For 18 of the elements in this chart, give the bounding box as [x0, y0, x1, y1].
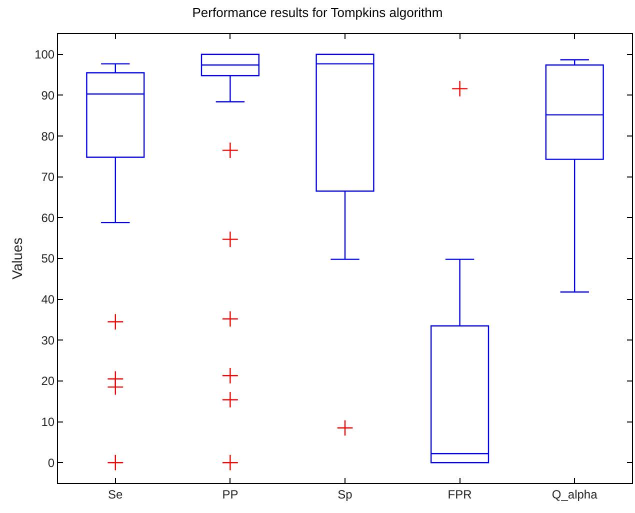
chart-title: Performance results for Tompkins algorithm — [192, 4, 443, 20]
y-tick-label: 70 — [41, 170, 55, 184]
x-tick-label: Q_alpha — [552, 487, 598, 502]
x-tick-label: PP — [222, 487, 238, 502]
y-tick-label: 50 — [41, 252, 55, 266]
y-tick-label: 10 — [41, 414, 55, 429]
x-tick-label: FPR — [448, 487, 472, 502]
y-tick-label: 20 — [41, 374, 55, 388]
y-tick-label: 80 — [41, 129, 55, 144]
y-tick-label: 30 — [41, 333, 55, 348]
x-tick-label: Se — [108, 487, 124, 502]
x-tick-label: Sp — [338, 487, 353, 502]
y-tick-label: 100 — [34, 48, 55, 62]
y-tick-label: 90 — [41, 88, 55, 102]
y-tick-label: 60 — [41, 210, 55, 225]
y-tick-label: 0 — [48, 456, 55, 470]
y-axis-title: Values — [9, 238, 26, 280]
y-tick-label: 40 — [41, 292, 55, 307]
